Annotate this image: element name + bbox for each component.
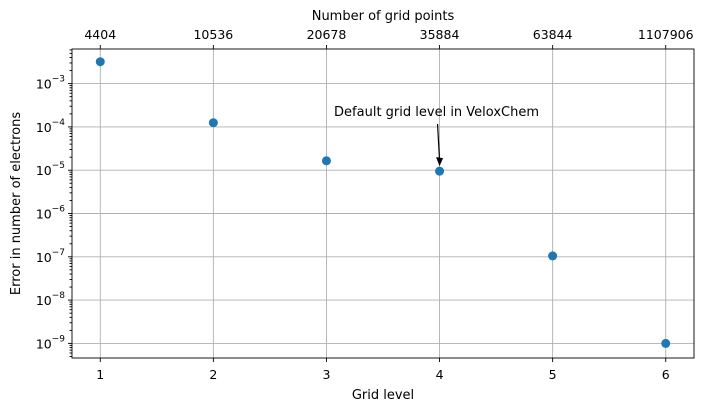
data-point xyxy=(208,118,218,128)
grid-lines xyxy=(72,49,694,358)
data-points xyxy=(95,57,671,348)
top-tick-label: 63844 xyxy=(533,27,573,42)
annotation-arrowhead xyxy=(436,157,444,167)
x-axis-label: Grid level xyxy=(352,388,414,403)
y-tick-label: 10−4 xyxy=(36,118,65,135)
top-tick-label: 1107906 xyxy=(638,27,694,42)
x-tick-label: 4 xyxy=(436,367,444,382)
y-tick-label: 10−6 xyxy=(36,205,65,222)
top-tick-label: 35884 xyxy=(420,27,460,42)
y-tick-label: 10−8 xyxy=(36,291,65,308)
top-tick-label: 10536 xyxy=(193,27,233,42)
data-point xyxy=(661,338,671,348)
y-tick-label: 10−5 xyxy=(36,161,65,178)
annotation: Default grid level in VeloxChem xyxy=(334,105,539,167)
y-tick-label: 10−7 xyxy=(36,248,65,265)
data-point xyxy=(435,166,445,176)
plot-frame xyxy=(71,48,695,359)
data-point xyxy=(321,156,331,166)
x-tick-label: 3 xyxy=(322,367,330,382)
x-tick-label: 6 xyxy=(662,367,670,382)
y-tick-label: 10−9 xyxy=(36,334,65,351)
x-tick-label: 1 xyxy=(96,367,104,382)
y-tick-label: 10−3 xyxy=(36,75,65,92)
annotation-arrow xyxy=(436,123,441,161)
y-axis-label: Error in number of electrons xyxy=(9,112,24,295)
axis-ticks: 1 4404 2 10536 3 20678 4 35884 5 63844 6 1107906 10−… xyxy=(36,27,694,382)
annotation-text: Default grid level in VeloxChem xyxy=(334,105,539,120)
top-tick-label: 4404 xyxy=(84,27,116,42)
x-tick-label: 2 xyxy=(209,367,217,382)
top-axis-label: Number of grid points xyxy=(312,9,455,24)
data-point xyxy=(95,57,105,67)
top-tick-label: 20678 xyxy=(307,27,347,42)
data-point xyxy=(548,251,558,261)
x-tick-label: 5 xyxy=(549,367,557,382)
